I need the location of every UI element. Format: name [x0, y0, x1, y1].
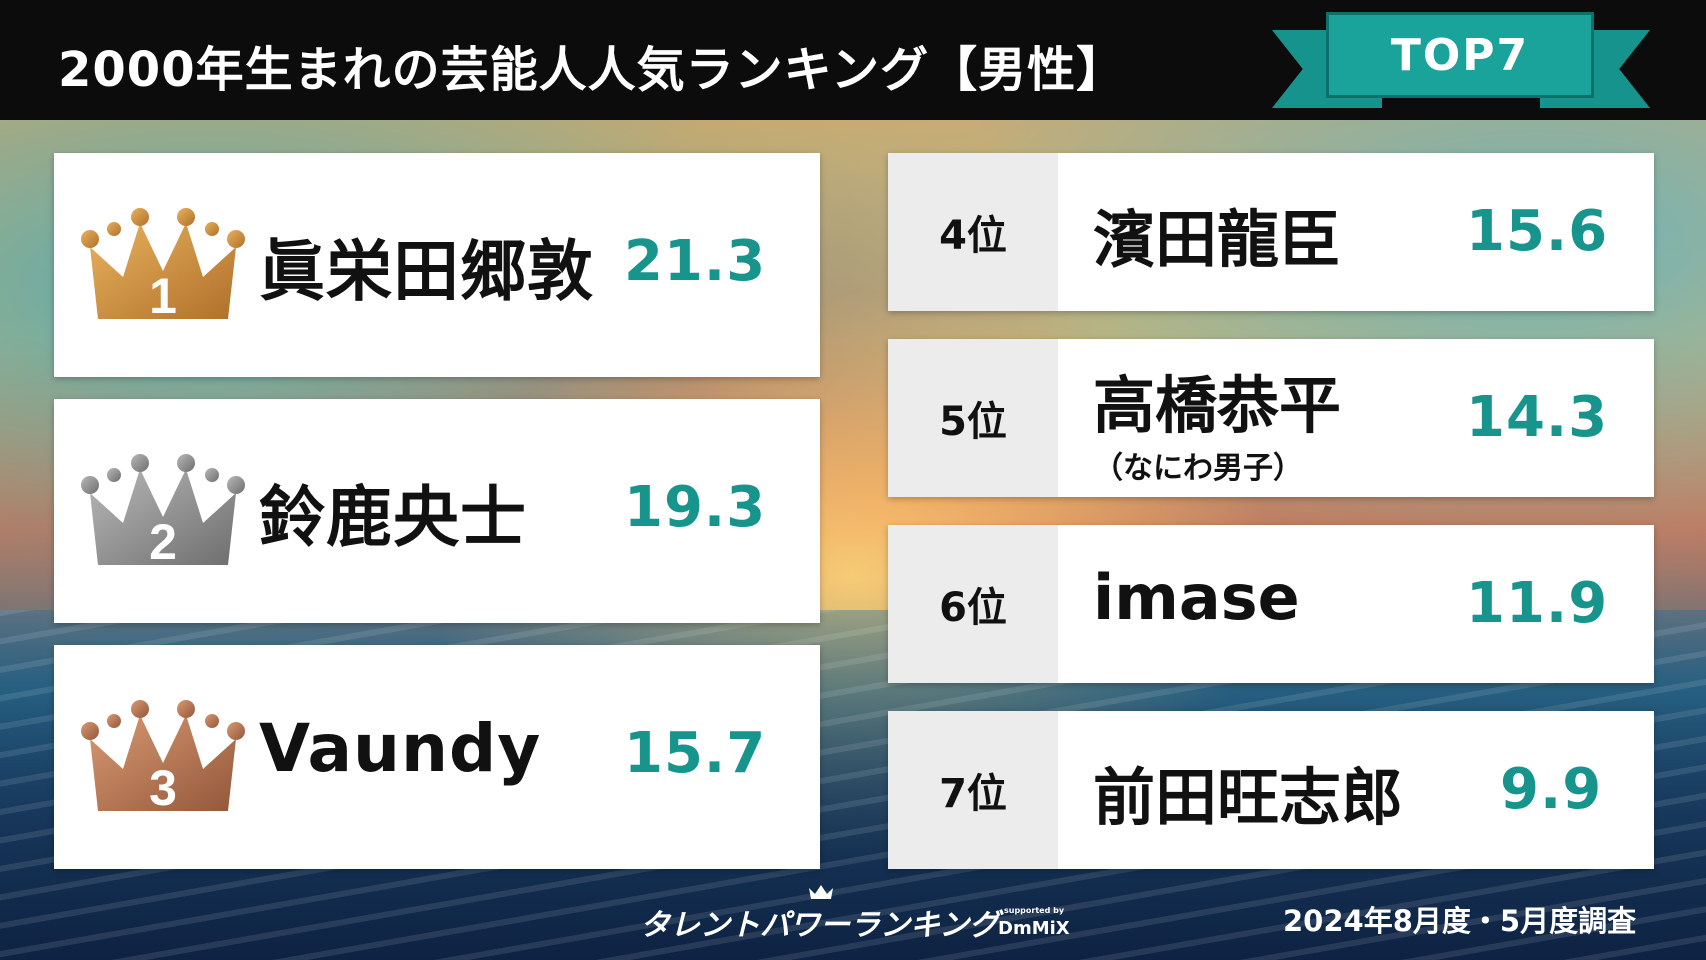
rank-7-label: 7位 [888, 711, 1058, 869]
rank-2-score: 19.3 [624, 475, 767, 540]
partner-logo: DmMiX [998, 918, 1070, 939]
rank-5-group: （なにわ男子） [1093, 451, 1303, 486]
rank-4-score: 15.6 [1466, 199, 1609, 264]
rank-6-score: 11.9 [1466, 571, 1609, 636]
brand-crown-icon [809, 885, 833, 899]
rank-5-score: 14.3 [1466, 385, 1609, 450]
rank-card-4: 4位 濱田龍臣 15.6 [888, 153, 1654, 311]
crown-number: 1 [149, 268, 177, 324]
rank-2-name: 鈴鹿央士 [259, 479, 527, 556]
crown-number: 3 [149, 760, 177, 816]
rank-7-score: 9.9 [1500, 757, 1603, 822]
top7-badge: TOP7 [1326, 12, 1594, 98]
silver-crown-icon: 2 [78, 453, 248, 573]
rank-6-name: imase [1093, 561, 1300, 634]
page-title: 2000年生まれの芸能人人気ランキング【男性】 [58, 42, 1126, 98]
crown-number: 2 [149, 514, 177, 570]
rank-7-name: 前田旺志郎 [1093, 761, 1404, 834]
supported-by-label: supported by [1004, 906, 1065, 915]
rank-card-2: 2 鈴鹿央士 19.3 [54, 399, 820, 623]
rank-card-6: 6位 imase 11.9 [888, 525, 1654, 683]
rank-card-3: 3 Vaundy 15.7 [54, 645, 820, 869]
rank-3-score: 15.7 [624, 721, 767, 786]
bronze-crown-icon: 3 [78, 699, 248, 819]
rank-card-7: 7位 前田旺志郎 9.9 [888, 711, 1654, 869]
brand-logo-text: タレントパワーランキング [640, 908, 1000, 943]
rank-card-1: 1 眞栄田郷敦 21.3 [54, 153, 820, 377]
gold-crown-icon: 1 [78, 207, 248, 327]
rank-4-name: 濱田龍臣 [1093, 203, 1342, 276]
rank-4-label: 4位 [888, 153, 1058, 311]
rank-3-name: Vaundy [259, 710, 542, 787]
rank-5-name: 高橋恭平 [1093, 369, 1342, 442]
rank-1-name: 眞栄田郷敦 [259, 233, 594, 310]
rank-card-5: 5位 高橋恭平 （なにわ男子） 14.3 [888, 339, 1654, 497]
rank-6-label: 6位 [888, 525, 1058, 683]
rank-5-label: 5位 [888, 339, 1058, 497]
rank-1-score: 21.3 [624, 229, 767, 294]
survey-date: 2024年8月度・5月度調査 [1283, 904, 1637, 938]
